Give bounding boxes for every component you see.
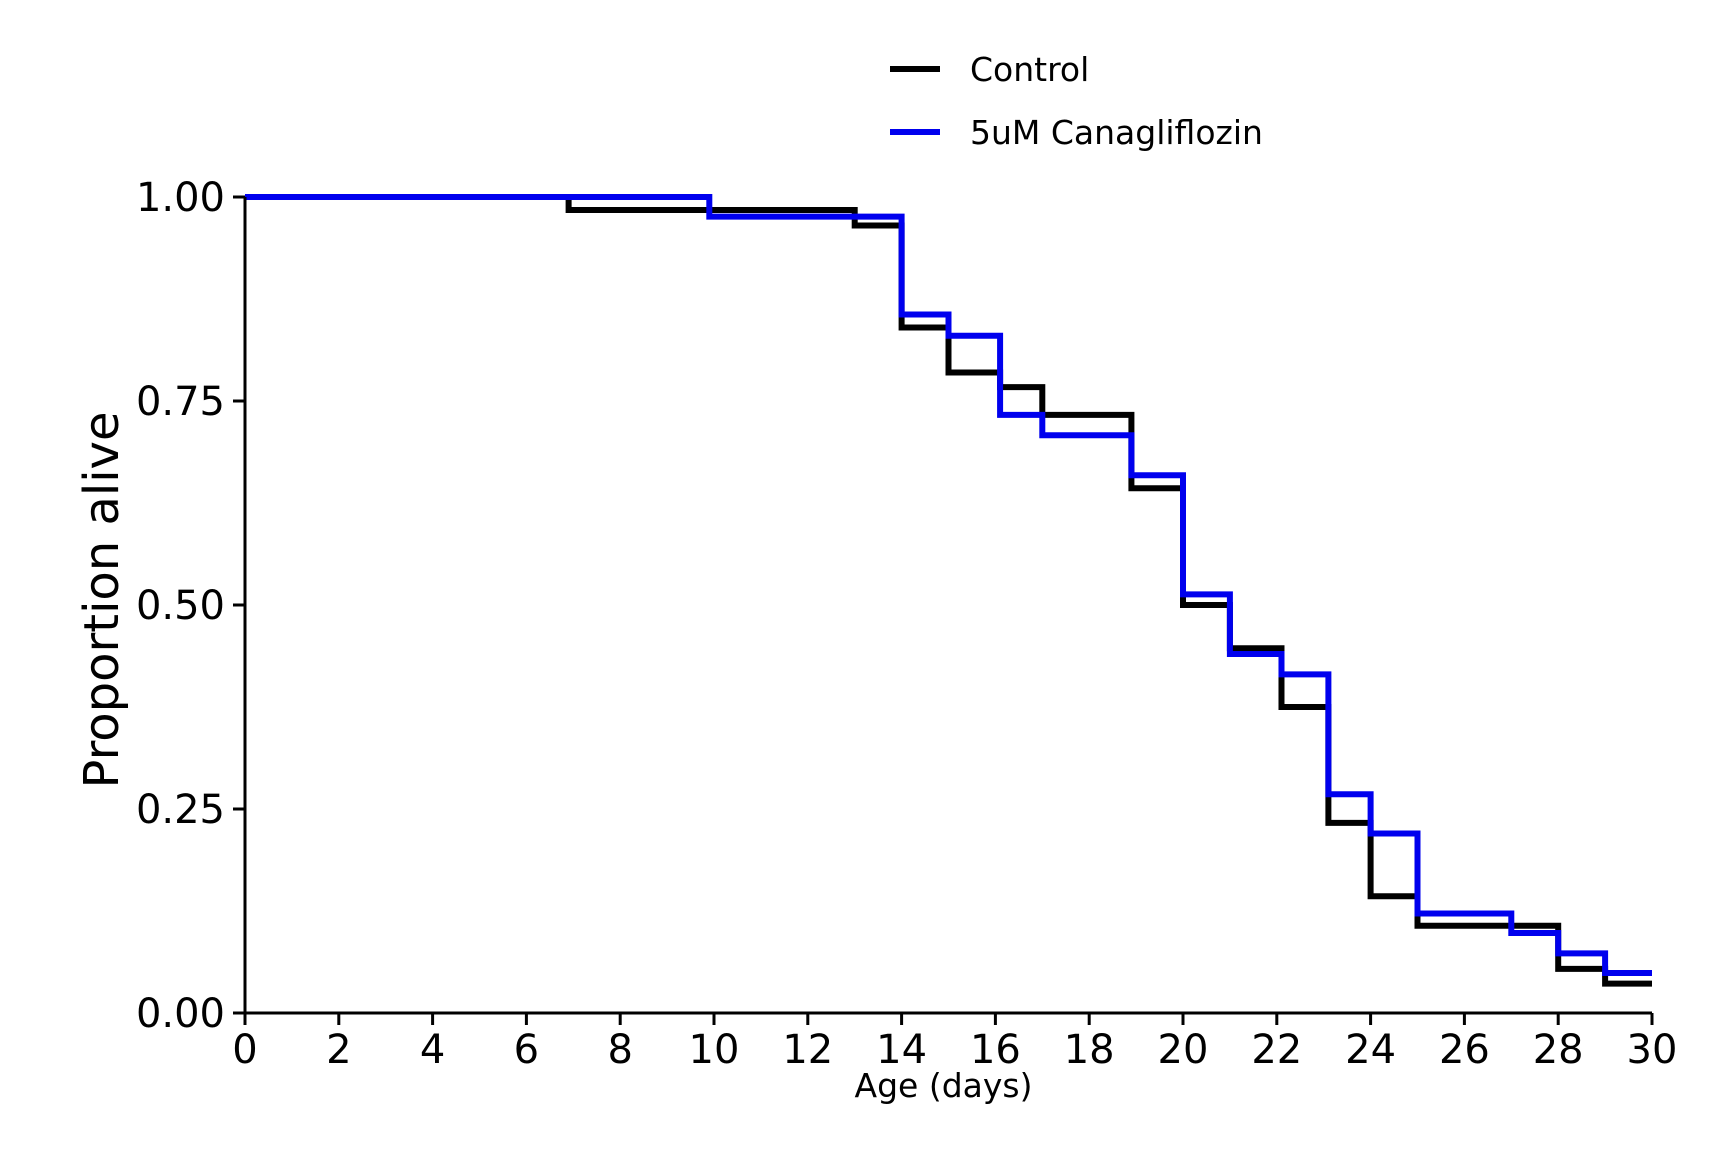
x-axis-title: Age (days) [855, 1066, 1033, 1105]
x-tick-label: 16 [970, 1027, 1021, 1073]
x-tick-label: 6 [514, 1027, 539, 1073]
x-tick-label: 30 [1627, 1027, 1678, 1073]
series-line-canagliflozin [245, 194, 1652, 977]
y-axis-title: Proportion alive [74, 412, 130, 789]
x-tick-label: 2 [326, 1027, 351, 1073]
x-tick-label: 26 [1439, 1027, 1490, 1073]
series-layer [245, 194, 1652, 987]
x-tick-label: 0 [232, 1027, 257, 1073]
x-tick-label: 10 [689, 1027, 740, 1073]
x-tick-label: 4 [420, 1027, 445, 1073]
x-tick-label: 8 [607, 1027, 632, 1073]
legend: Control 5uM Canagliflozin [890, 50, 1263, 152]
x-tick-label: 20 [1158, 1027, 1209, 1073]
x-tick-label: 22 [1251, 1027, 1302, 1073]
y-tick-label: 0.50 [136, 583, 225, 629]
y-tick-label: 1.00 [136, 175, 225, 221]
x-tick-label: 24 [1345, 1027, 1396, 1073]
y-ticks: 0.00 0.25 0.50 0.75 1.00 [136, 175, 245, 1037]
x-ticks: 0 2 4 6 8 10 12 14 16 18 20 22 24 26 28 30 [232, 1013, 1677, 1073]
y-tick-label: 0.00 [136, 991, 225, 1037]
x-tick-label: 18 [1064, 1027, 1115, 1073]
x-tick-label: 12 [782, 1027, 833, 1073]
y-tick-label: 0.25 [136, 787, 225, 833]
y-tick-label: 0.75 [136, 379, 225, 425]
x-tick-label: 28 [1533, 1027, 1584, 1073]
legend-label-canagliflozin: 5uM Canagliflozin [970, 113, 1263, 152]
legend-label-control: Control [970, 50, 1089, 89]
x-tick-label: 14 [876, 1027, 927, 1073]
